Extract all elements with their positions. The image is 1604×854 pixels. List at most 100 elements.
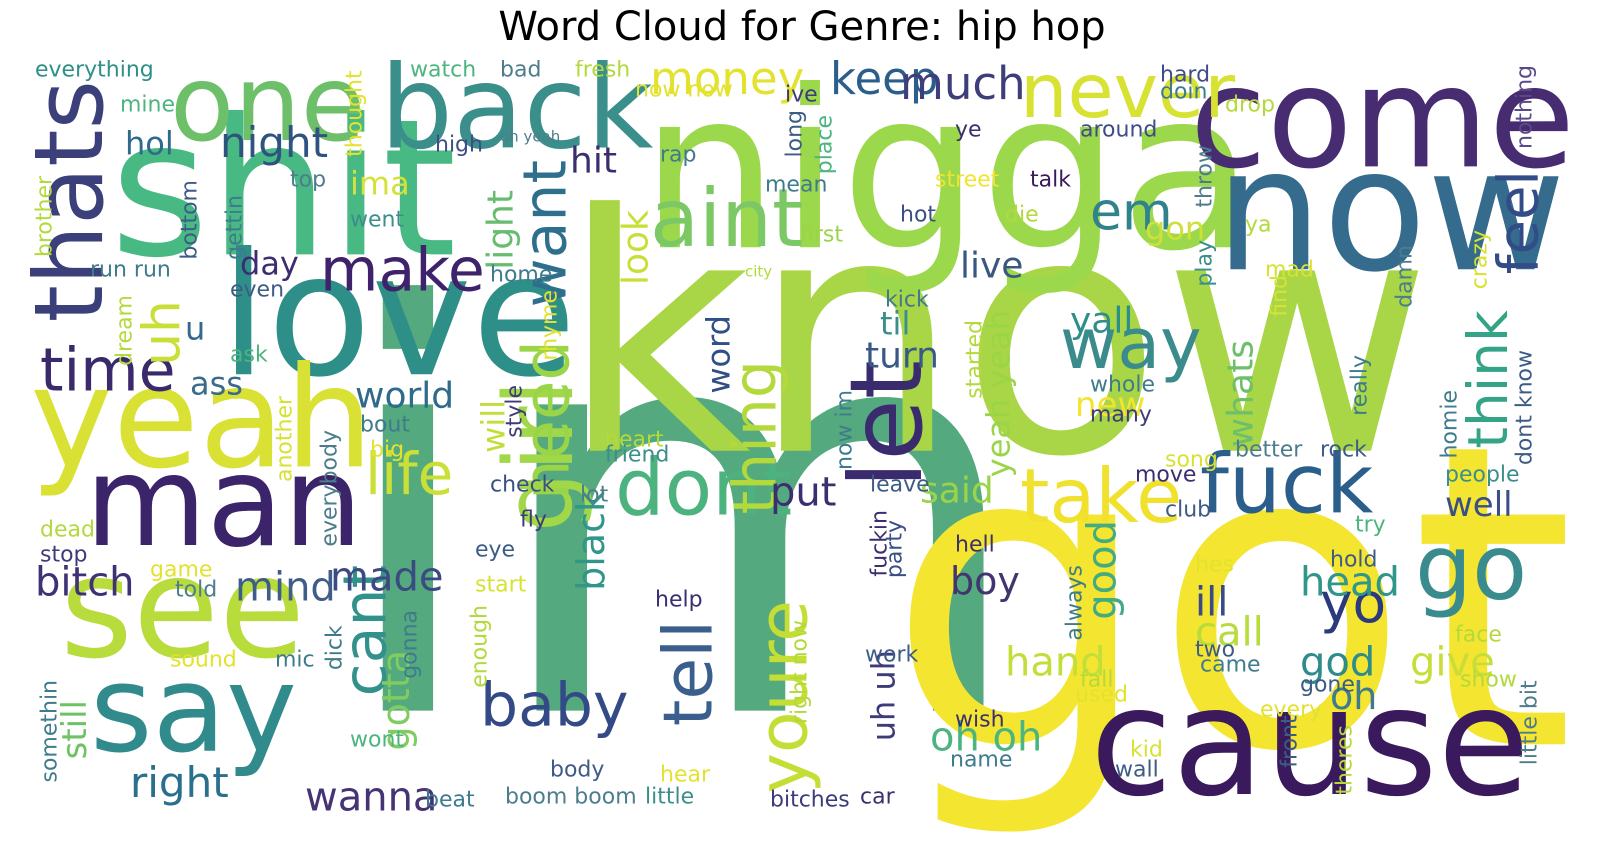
word-made: made	[330, 554, 443, 600]
word-day: day	[240, 244, 299, 282]
word-help: help	[655, 588, 703, 613]
word-ima: ima	[350, 164, 410, 202]
word-place: place	[813, 115, 838, 174]
word-said: said	[920, 470, 994, 511]
word-high: high	[435, 133, 483, 158]
word-nigga: nigga	[640, 60, 1255, 299]
word-kid: kid	[1130, 738, 1163, 763]
word-well: well	[1445, 485, 1513, 525]
word-enough: enough	[468, 605, 493, 688]
word-dick: dick	[323, 625, 348, 670]
word-body: body	[550, 758, 604, 783]
word-uh: uh	[133, 300, 193, 366]
word-throw: throw	[1193, 145, 1218, 208]
word-yo: yo	[1320, 571, 1386, 635]
word-fly: fly	[520, 508, 547, 533]
word-rock: rock	[1320, 438, 1367, 463]
word-youre: youre	[745, 600, 824, 793]
word-fuckin: fuckin	[868, 510, 893, 577]
word-beat: beat	[425, 788, 475, 813]
word-doin: doin	[1160, 80, 1207, 105]
word-front: front	[1278, 715, 1303, 768]
word-ya: ya	[1245, 213, 1272, 238]
word-ive: ive	[785, 83, 818, 108]
word-im: im	[330, 192, 1031, 844]
word-another: another	[273, 395, 298, 482]
word-hit: hit	[570, 140, 617, 181]
word-right-now: right now	[788, 620, 813, 724]
word-one: one	[170, 60, 365, 165]
word-new: new	[1075, 385, 1145, 425]
word-girl: girl	[485, 380, 595, 532]
word-gone: gone	[1300, 673, 1355, 698]
word-em: em	[1090, 183, 1173, 243]
word-dont-know: dont know	[1513, 350, 1538, 465]
word-money: money	[650, 60, 804, 105]
chart-title: Word Cloud for Genre: hip hop	[498, 4, 1106, 50]
word-brother: brother	[33, 175, 58, 257]
word-boy: boy	[950, 559, 1020, 603]
word-street: street	[935, 168, 1000, 193]
word-take: take	[1020, 452, 1182, 540]
word-say: say	[90, 641, 297, 780]
word-put: put	[770, 469, 836, 515]
word-live: live	[960, 245, 1023, 286]
word-oh: oh	[1330, 674, 1377, 718]
word-love: love	[220, 217, 576, 415]
word-night: night	[220, 118, 328, 167]
word-yeah: yeah	[30, 337, 374, 500]
word-club: club	[1165, 498, 1211, 523]
word-mine: mine	[120, 93, 175, 118]
word-little-bit: little bit	[1518, 680, 1543, 765]
word-thing: thing	[721, 360, 791, 514]
word-ass: ass	[190, 364, 243, 402]
word-black: black	[569, 490, 613, 591]
word-hot: hot	[900, 203, 936, 228]
word-fresh: fresh	[575, 60, 630, 83]
word-die: die	[1005, 203, 1039, 228]
word-hold: hold	[1330, 548, 1377, 573]
word-big: big	[370, 438, 404, 463]
word-think: think	[1456, 310, 1520, 449]
word-whole: whole	[1090, 373, 1155, 398]
word-ill: ill	[1195, 579, 1228, 625]
word-never: never	[1020, 60, 1235, 135]
word-world: world	[355, 375, 454, 416]
word-turn: turn	[865, 335, 939, 376]
word-mean: mean	[765, 173, 827, 198]
word-now-now: now now	[635, 78, 733, 103]
word-wanna: wanna	[305, 774, 437, 820]
word-oh-yeah: oh yeah	[500, 127, 560, 145]
word-start: start	[475, 573, 527, 598]
word-leave: leave	[870, 473, 930, 498]
word-first: first	[800, 223, 843, 248]
word-call: call	[1195, 609, 1264, 655]
word-mind: mind	[235, 564, 336, 610]
word-rhyme: rhyme	[538, 290, 563, 361]
word-want: want	[511, 160, 581, 307]
word-uh-uh: uh uh	[864, 650, 902, 741]
word-hand: hand	[1005, 639, 1106, 685]
word-car: car	[860, 785, 896, 810]
word-started: started	[963, 320, 988, 399]
word-still: still	[55, 700, 95, 759]
word-run-run: run run	[90, 258, 171, 283]
word-told: told	[175, 578, 217, 603]
word-gettin: gettin	[223, 195, 248, 260]
word-good: good	[1079, 520, 1125, 620]
word-til: til	[880, 304, 910, 342]
word-bitch: bitch	[35, 559, 135, 605]
word-stop: stop	[40, 543, 88, 568]
word-now-im: now im	[833, 390, 858, 470]
word-come: come	[1190, 60, 1575, 200]
word-way: way	[1060, 303, 1202, 385]
word-yeah-yeah: yeah yeah	[979, 310, 1017, 477]
word-mic: mic	[275, 648, 315, 673]
word-hard: hard	[1160, 63, 1210, 88]
word-face: face	[1455, 623, 1502, 648]
word-homie: homie	[1438, 390, 1463, 458]
word-show: show	[1460, 668, 1517, 693]
word-mad: mad	[1265, 258, 1314, 283]
word-little: little	[645, 785, 694, 810]
word-yall: yall	[1070, 300, 1133, 341]
